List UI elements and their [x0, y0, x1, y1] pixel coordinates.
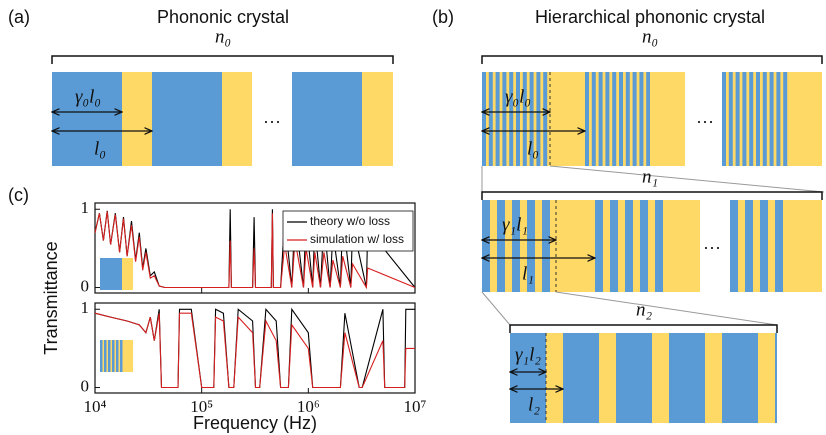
layer	[650, 72, 685, 166]
x-tick-label: 10⁶	[297, 397, 320, 416]
layer	[482, 200, 490, 292]
layer	[745, 200, 753, 292]
layer	[783, 72, 787, 166]
layer	[612, 72, 616, 166]
charts: 0 1 theory w/o loss simulation w/ loss 0 1 10⁴…	[81, 198, 427, 416]
layer	[669, 333, 705, 423]
layer	[646, 72, 650, 166]
layer	[633, 72, 637, 166]
layer	[542, 200, 550, 292]
layer	[749, 72, 753, 166]
layer	[663, 200, 700, 292]
ratio-label: γ₀l₀	[505, 86, 531, 107]
inset	[100, 340, 103, 372]
layer	[496, 72, 500, 166]
count-label: n₁	[642, 166, 658, 187]
length-label: l₀	[94, 138, 106, 159]
layer	[722, 72, 726, 166]
panel-label: (c)	[8, 185, 29, 205]
layer	[730, 200, 738, 292]
panel-title: Phononic crystal	[157, 7, 289, 27]
x-tick-label: 10⁵	[190, 397, 213, 416]
x-tick-label: 10⁴	[84, 397, 107, 416]
layer	[592, 72, 596, 166]
layer	[625, 200, 633, 292]
layer	[770, 72, 774, 166]
length-label: l₁	[522, 263, 534, 284]
inset	[112, 340, 115, 372]
layer	[722, 333, 758, 423]
inset	[108, 340, 111, 372]
layer	[616, 333, 652, 423]
layer	[763, 72, 767, 166]
layer	[640, 200, 648, 292]
ellipsis: ···	[703, 237, 721, 257]
y-tick-label: 1	[81, 198, 90, 217]
panel-label: (a)	[8, 7, 30, 27]
layer	[605, 72, 609, 166]
layer	[639, 72, 643, 166]
inset	[116, 340, 119, 372]
connector	[550, 166, 824, 192]
layer	[222, 72, 252, 166]
layer	[626, 72, 630, 166]
layer	[775, 333, 777, 423]
bracket	[482, 56, 822, 64]
inset	[120, 340, 123, 372]
layer	[585, 72, 589, 166]
layer	[556, 200, 595, 292]
ratio-label: γ₁l₁	[502, 214, 528, 235]
y-axis-title: Transmittance	[41, 241, 61, 354]
layer	[790, 200, 822, 292]
layer	[610, 200, 618, 292]
length-label: l₀	[527, 138, 539, 159]
x-tick-label: 10⁷	[404, 397, 427, 416]
ellipsis: ···	[696, 111, 714, 131]
layer	[550, 72, 585, 166]
bracket	[510, 325, 777, 333]
figure: (a) Phononic crystal n₀ γ₀l₀ l₀ ··· (b) …	[0, 0, 826, 435]
layer	[292, 72, 362, 166]
panel-title: Hierarchical phononic crystal	[535, 7, 765, 27]
layer	[742, 72, 746, 166]
connector	[482, 292, 510, 325]
layer	[489, 72, 493, 166]
legend-label: simulation w/ loss	[310, 232, 404, 246]
inset	[104, 340, 107, 372]
y-tick-label: 0	[81, 376, 90, 395]
layer	[482, 72, 486, 166]
legend-label: theory w/o loss	[310, 214, 390, 228]
bracket	[482, 192, 822, 200]
layer	[152, 72, 222, 166]
layer	[655, 200, 663, 292]
layer	[362, 72, 393, 166]
layer	[599, 72, 603, 166]
layer	[563, 333, 599, 423]
connector	[556, 292, 777, 325]
y-tick-label: 1	[81, 298, 90, 317]
layer	[122, 72, 152, 166]
ratio-label: γ₀l₀	[75, 86, 101, 107]
inset	[122, 258, 133, 290]
ellipsis: ···	[263, 111, 281, 131]
layer	[775, 200, 783, 292]
y-tick-label: 0	[81, 276, 90, 295]
count-label: n₀	[642, 26, 658, 47]
layer	[595, 200, 603, 292]
layer	[760, 200, 768, 292]
layer	[756, 72, 760, 166]
inset	[100, 258, 122, 290]
layer	[790, 72, 822, 166]
layer	[729, 72, 733, 166]
layer	[776, 72, 780, 166]
layer	[736, 72, 740, 166]
count-label: n₀	[215, 26, 231, 47]
count-label: n₂	[636, 299, 653, 320]
panel-label: (b)	[432, 7, 454, 27]
bracket	[52, 56, 393, 64]
layer	[543, 72, 547, 166]
ratio-label: γ₁l₂	[515, 344, 541, 365]
length-label: l₂	[528, 394, 540, 415]
layer	[619, 72, 623, 166]
